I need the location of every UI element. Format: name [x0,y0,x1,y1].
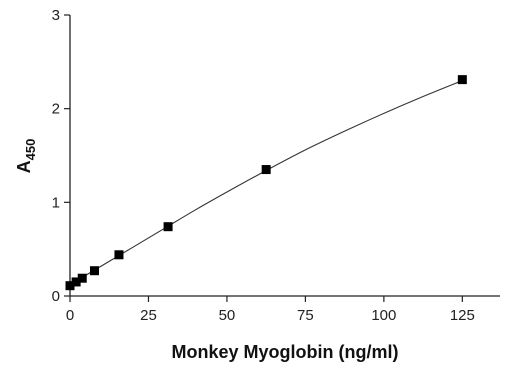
y-tick-label: 1 [52,194,60,211]
data-point [457,75,467,85]
y-axis-title-main: A [14,160,34,173]
data-point [71,277,81,287]
y-tick-label: 0 [52,288,60,305]
y-axis-title: A450 [14,139,38,174]
x-tick-label: 0 [66,307,74,324]
data-point [261,165,271,175]
y-axis-title-subscript: 450 [23,139,38,161]
x-tick-label: 50 [219,307,236,324]
x-ticks: 0 25 50 75 100 125 [66,296,475,324]
x-axis-title: Monkey Myoglobin (ng/ml) [172,342,399,362]
y-tick-label: 3 [52,7,60,24]
data-point [77,273,87,283]
y-ticks: 0 1 2 3 [52,7,70,305]
x-tick-label: 125 [450,307,475,324]
data-point [65,281,75,291]
data-point [114,250,124,260]
y-tick-label: 2 [52,101,60,118]
data-points [65,75,467,291]
data-point [163,222,173,232]
data-point [89,266,99,276]
x-tick-label: 25 [140,307,157,324]
x-tick-label: 100 [371,307,396,324]
x-tick-label: 75 [297,307,314,324]
fit-curve [69,80,463,287]
